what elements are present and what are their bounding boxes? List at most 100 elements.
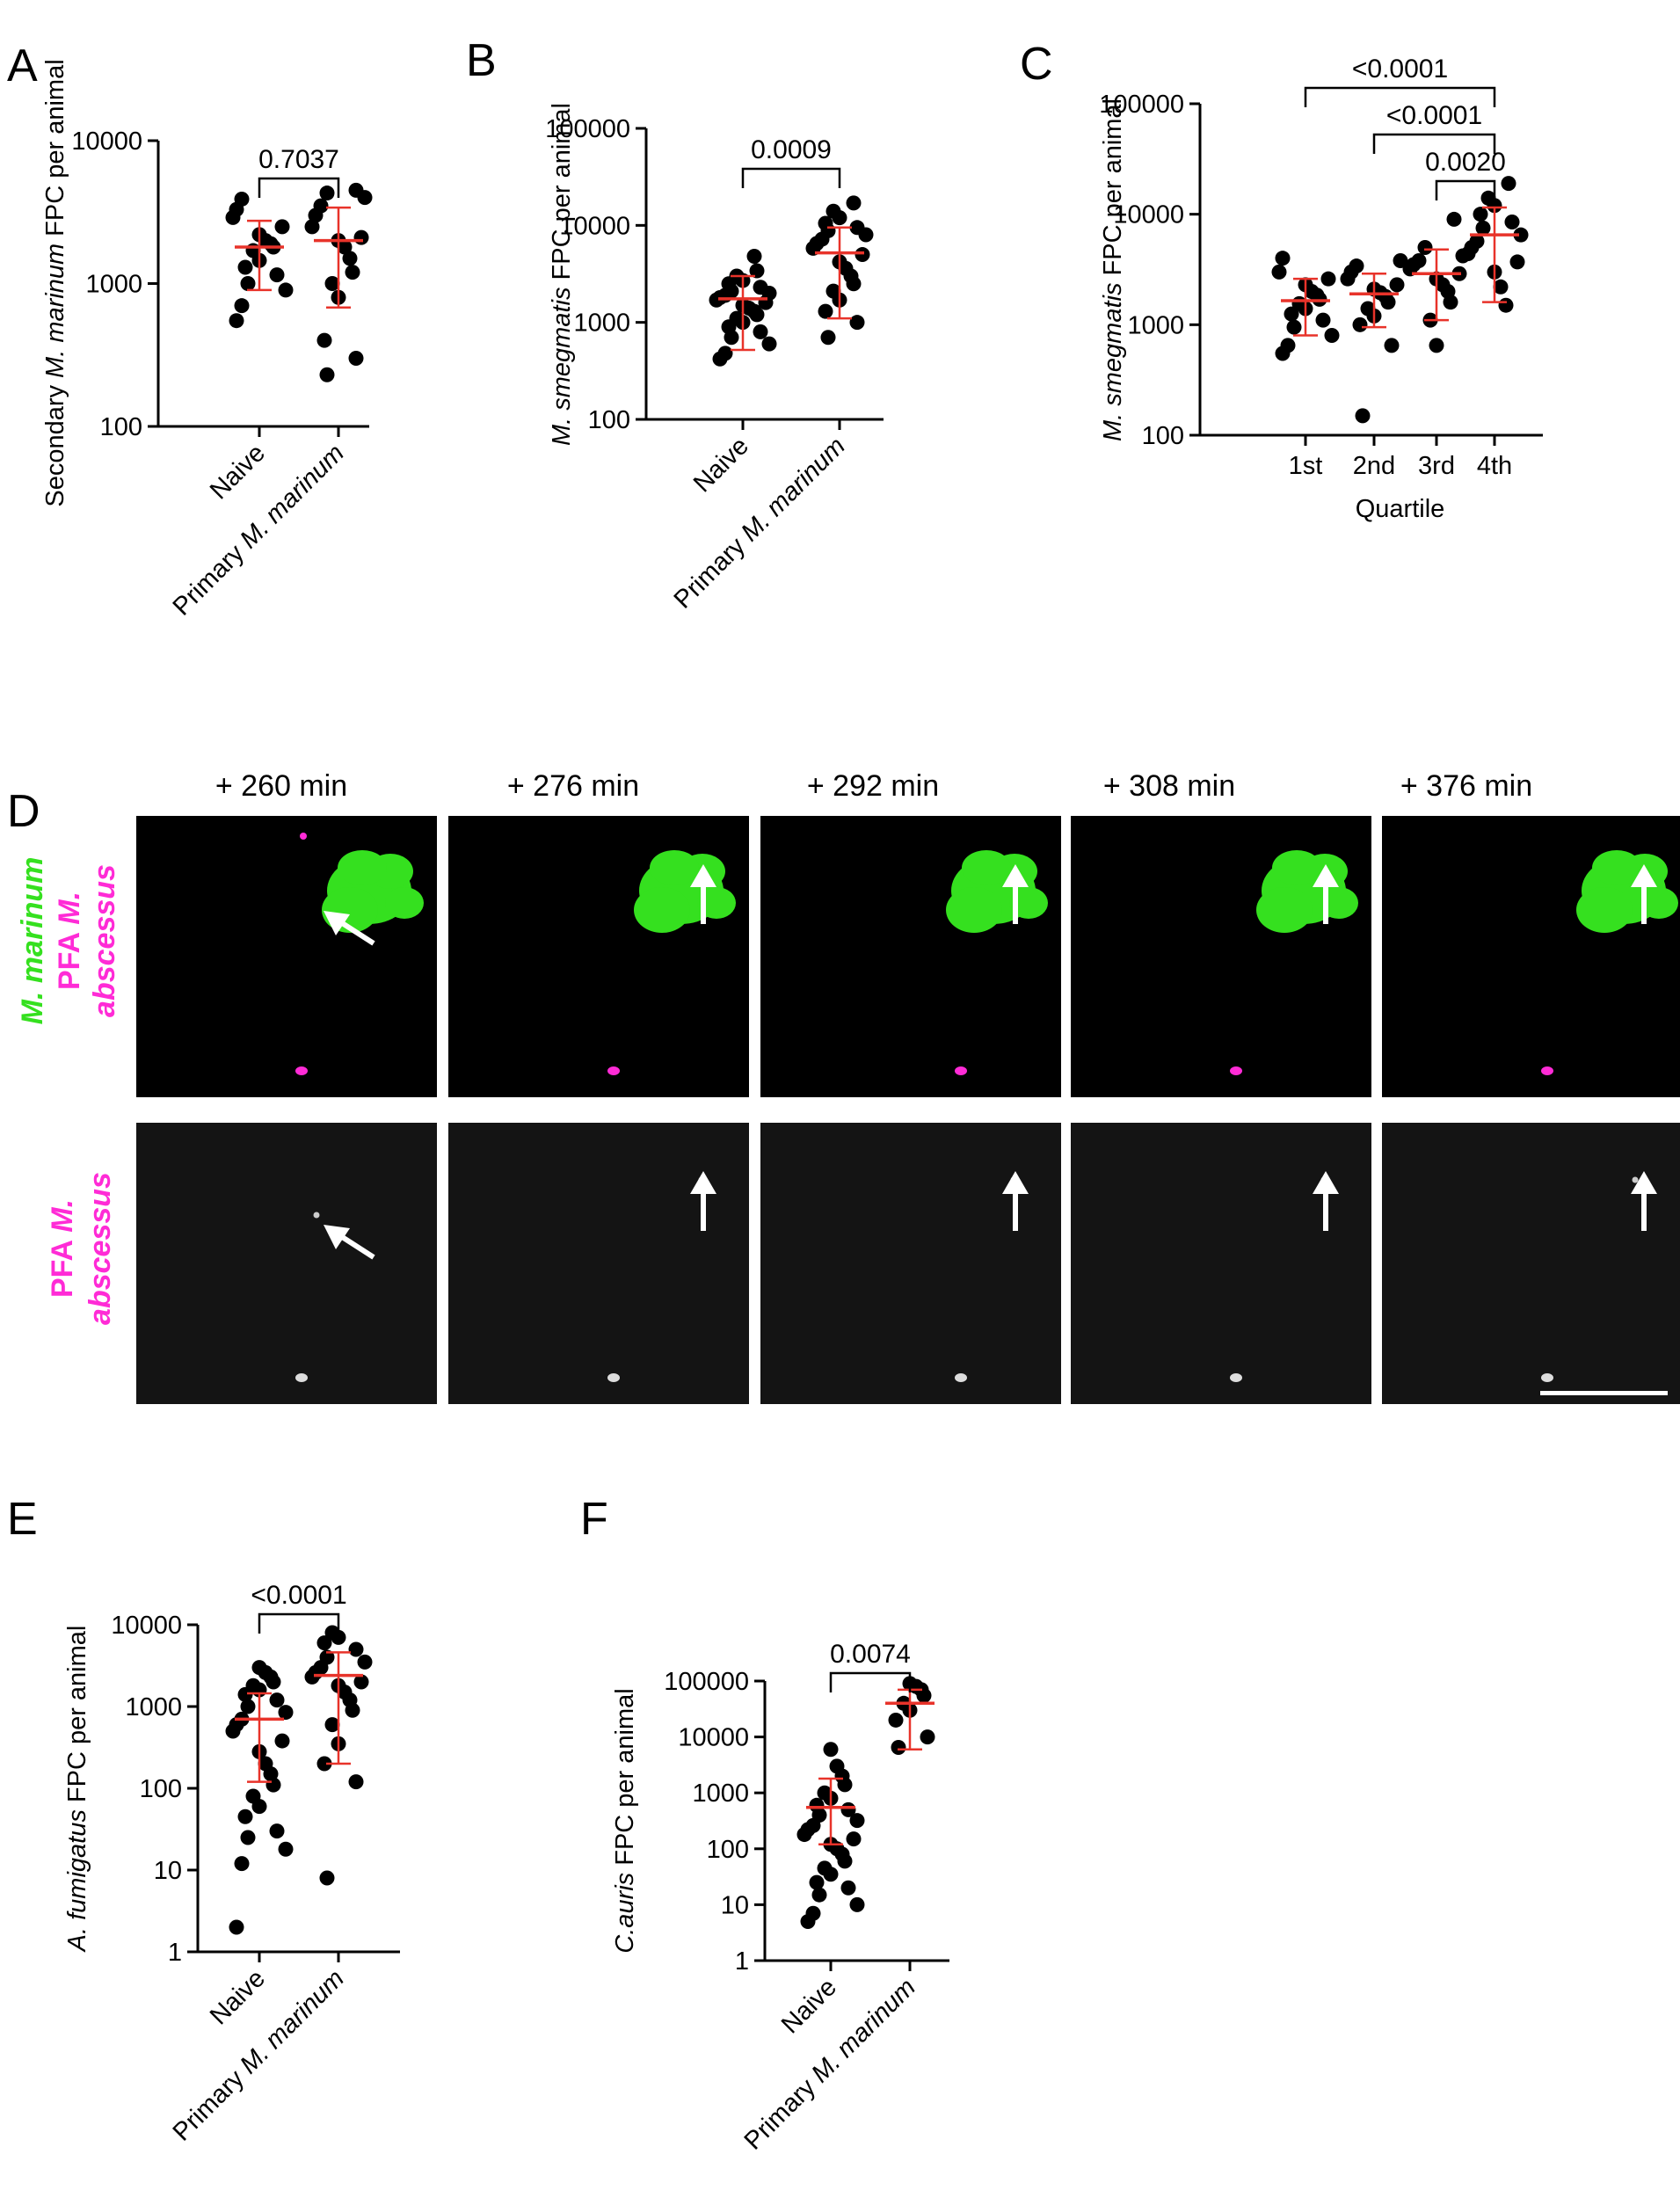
x-tick-label: Naive [205,439,271,505]
arrow-indicator [690,1171,716,1231]
significance-bracket [1304,86,1496,107]
data-point [817,1785,833,1801]
data-point [1513,227,1529,243]
data-point [855,247,870,263]
data-point [316,1756,332,1772]
data-point [1384,338,1400,353]
data-point [1315,312,1331,328]
data-point [1411,252,1427,268]
gray-particle [1632,1176,1639,1183]
data-point [1446,211,1462,227]
data-point [849,315,865,331]
arrow-indicator [690,864,716,924]
chart-panel-f: 1 10 100 1000 10000 100000 C.auris FPC per ani… [611,1640,949,2156]
microscopy-frame [1382,1123,1680,1404]
bacterial-cluster [1320,887,1358,919]
data-point [1509,254,1525,270]
row-label-gray: PFA M. abscessus [46,1172,117,1325]
arrow-head [690,1171,716,1194]
timepoint-label: + 260 min [215,769,347,803]
data-point [342,251,358,266]
y-tick-label: 10000 [559,212,630,240]
gray-particle [955,1373,967,1382]
data-point [888,1712,904,1728]
microscopy-frame [1382,816,1680,1097]
y-tick-label: 1000 [692,1780,749,1808]
data-point [357,1654,373,1670]
microscopy-frame [760,1123,1061,1404]
p-value-label: 0.7037 [258,145,339,174]
data-point [353,1674,369,1690]
arrow-indicator [324,911,375,946]
arrow-indicator [1313,1171,1339,1231]
data-point [313,198,329,214]
data-point [324,1717,340,1733]
arrow-head [1631,864,1657,887]
arrow-indicator [1631,1171,1657,1231]
arrow-head [1002,1171,1029,1194]
row-label-line2: abscessus [84,1172,117,1325]
bacterial-cluster [1592,850,1641,885]
data-point [1504,215,1520,230]
bacterial-cluster [650,850,699,885]
data-point [849,1896,865,1912]
data-point [846,1831,862,1847]
data-point [1280,338,1296,353]
panel-letter-c: C [1020,39,1053,90]
data-point [920,1729,935,1745]
data-point [825,283,841,299]
data-point [348,350,364,366]
data-point [345,265,360,280]
frame-background [448,1123,749,1404]
data-point [809,1874,825,1890]
data-point [278,1705,294,1721]
x-tick-label: Naive [776,1973,842,2039]
data-point [319,186,335,201]
significance-bracket [258,177,340,198]
row-label-line3: abscessus [88,864,121,1017]
y-tick-label: 100000 [1099,91,1184,119]
arrow-head [324,1225,350,1249]
data-point [234,1856,250,1872]
y-tick-label: 100 [100,413,142,441]
gray-particle [313,1212,320,1219]
microscopy-panel-d: + 260 min + 276 min + 292 min + 308 min … [16,769,1680,1404]
data-point [1360,301,1376,317]
p-value-label: 0.0009 [751,135,832,164]
panel-letter-f: F [580,1494,608,1545]
y-tick-label: 10000 [1113,201,1184,229]
y-tick-label: 100 [588,406,630,434]
data-point [316,332,332,348]
microscopy-frame [448,1123,749,1404]
significance-bracket [1372,133,1496,154]
bacterial-cluster [1640,887,1678,919]
data-point [240,276,256,291]
gray-particle [607,1373,620,1382]
data-point [278,282,294,298]
y-tick-label: 1 [735,1947,749,1976]
microscopy-frame [136,1123,437,1404]
data-point [1417,239,1433,255]
data-point [809,1797,825,1813]
gray-particle [1541,1373,1553,1382]
row-label-line1: PFA M. [46,1199,79,1298]
frame-background [1382,1123,1680,1404]
magenta-particle [1541,1066,1553,1075]
y-tick-label: 1000 [85,271,142,299]
arrow-indicator [1002,1171,1029,1231]
data-point [1498,297,1514,313]
data-point [274,1733,290,1749]
data-point [1493,279,1509,295]
arrow-head [324,911,350,935]
data-point [805,1905,821,1921]
x-tick-label: 4th [1477,452,1512,480]
arrow-indicator [1002,864,1029,924]
data-point [817,1860,833,1876]
x-tick-label: Naive [688,432,754,498]
y-tick-label: 100 [707,1836,749,1864]
y-axis-label: M. smegmatis FPC per animal [548,103,576,446]
arrow-indicator [324,1225,375,1260]
bacterial-cluster [338,850,387,885]
significance-bracket [258,1612,340,1634]
data-point [1473,207,1488,222]
